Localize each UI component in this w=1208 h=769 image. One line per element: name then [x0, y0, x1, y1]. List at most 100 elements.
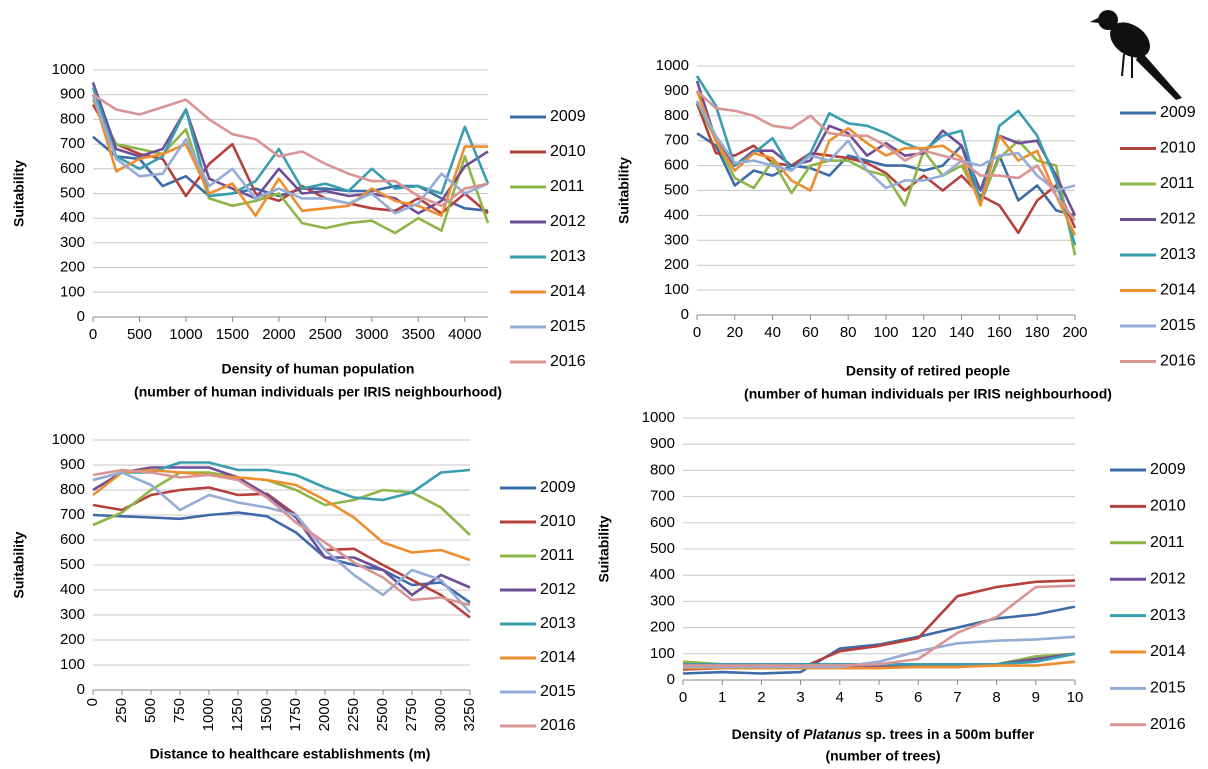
legend-label: 2015 — [1150, 680, 1186, 697]
y-tick-label: 300 — [60, 606, 85, 623]
x-tick-label: 3500 — [402, 326, 435, 343]
y-axis-label: Suitability — [11, 531, 27, 598]
x-tick-label: 4000 — [448, 326, 481, 343]
chart-panel: 0 100 200 300 400 500 600 700 800 900 1000 0 500 1000… — [11, 61, 586, 400]
y-tick-label: 100 — [60, 656, 85, 673]
x-tick-label: 2 — [757, 689, 765, 706]
y-tick-label: 100 — [650, 645, 675, 662]
line-series — [683, 635, 1076, 669]
x-axis-label: (number of trees) — [825, 748, 940, 764]
chart-panel: 0 100 200 300 400 500 600 700 800 900 1000 0 20 40 60 8… — [616, 57, 1196, 402]
x-tick-label: 2500 — [374, 698, 391, 731]
legend-label: 2016 — [540, 717, 576, 734]
x-tick-label: 2500 — [309, 326, 342, 343]
x-tick-label: 10 — [1067, 689, 1084, 706]
x-tick-label: 200 — [1062, 324, 1087, 341]
x-tick-label: 5 — [875, 689, 883, 706]
x-tick-label: 160 — [987, 324, 1012, 341]
y-tick-label: 1000 — [52, 61, 85, 78]
x-tick-label: 80 — [840, 324, 857, 341]
line-series — [683, 584, 1076, 667]
y-tick-label: 0 — [77, 681, 85, 698]
line-series — [696, 89, 1077, 222]
y-tick-label: 500 — [60, 184, 85, 201]
y-tick-label: 400 — [60, 209, 85, 226]
x-tick-label: 2000 — [316, 698, 333, 731]
legend-label: 2010 — [550, 143, 586, 160]
x-axis-label: Distance to healthcare establishments (m… — [150, 746, 431, 762]
legend-label: 2009 — [1160, 104, 1196, 121]
line-series — [92, 468, 471, 562]
legend-label: 2009 — [1150, 461, 1186, 478]
x-axis-label-part: Platanus — [803, 726, 862, 742]
legend-label: 2013 — [1150, 607, 1186, 624]
y-tick-label: 0 — [681, 306, 689, 323]
x-tick-label: 1500 — [216, 326, 249, 343]
x-tick-label: 2000 — [262, 326, 295, 343]
x-tick-label: 1500 — [258, 698, 275, 731]
legend-label: 2011 — [550, 178, 585, 195]
legend-label: 2013 — [550, 248, 586, 265]
bird-icon — [1090, 10, 1182, 100]
x-tick-label: 60 — [802, 324, 819, 341]
y-tick-label: 0 — [77, 308, 85, 325]
legend-label: 2016 — [550, 353, 586, 370]
x-tick-label: 4 — [836, 689, 844, 706]
x-tick-label: 1000 — [200, 698, 217, 731]
x-tick-label: 2750 — [403, 698, 420, 731]
x-tick-label: 7 — [953, 689, 961, 706]
y-axis-label: Suitability — [616, 157, 632, 224]
y-tick-label: 500 — [664, 181, 689, 198]
x-tick-label: 140 — [949, 324, 974, 341]
legend-label: 2011 — [1150, 534, 1185, 551]
x-tick-label: 0 — [89, 326, 97, 343]
line-series — [695, 90, 1077, 236]
x-tick-label: 0 — [679, 689, 687, 706]
y-tick-label: 600 — [60, 531, 85, 548]
line-series — [695, 100, 1076, 192]
y-tick-label: 700 — [60, 506, 85, 523]
line-series — [92, 93, 489, 208]
legend-label: 2011 — [1160, 175, 1195, 192]
x-tick-label: 0 — [84, 698, 101, 706]
y-tick-label: 1000 — [656, 57, 689, 74]
x-tick-label: 0 — [693, 324, 701, 341]
y-tick-label: 500 — [60, 556, 85, 573]
y-tick-label: 800 — [664, 107, 689, 124]
y-tick-label: 100 — [664, 281, 689, 298]
x-tick-label: 100 — [873, 324, 898, 341]
y-tick-label: 200 — [60, 259, 85, 276]
y-tick-label: 300 — [664, 231, 689, 248]
y-tick-label: 0 — [667, 671, 675, 688]
x-axis-label: (number of human individuals per IRIS ne… — [134, 384, 502, 400]
legend-label: 2013 — [1160, 246, 1196, 263]
x-tick-label: 500 — [127, 326, 152, 343]
legend-label: 2014 — [550, 283, 586, 300]
y-tick-label: 400 — [650, 566, 675, 583]
legend-label: 2015 — [540, 683, 576, 700]
y-tick-label: 700 — [650, 488, 675, 505]
y-tick-label: 600 — [664, 157, 689, 174]
line-series — [91, 81, 489, 215]
legend-label: 2014 — [540, 649, 576, 666]
x-tick-label: 9 — [1032, 689, 1040, 706]
legend-label: 2010 — [1150, 498, 1186, 515]
legend-label: 2010 — [540, 513, 576, 530]
y-tick-label: 600 — [650, 514, 675, 531]
y-tick-label: 200 — [664, 256, 689, 273]
legend-label: 2009 — [550, 108, 586, 125]
legend-label: 2010 — [1160, 140, 1196, 157]
legend-label: 2012 — [550, 213, 586, 230]
y-tick-label: 400 — [60, 581, 85, 598]
line-series — [695, 75, 1077, 246]
y-tick-label: 1000 — [52, 431, 85, 448]
x-tick-label: 1 — [718, 689, 726, 706]
chart-panel: 0 100 200 300 400 500 600 700 800 900 1000 0 1 2 3 4 5 6 7… — [596, 409, 1186, 764]
x-tick-label: 20 — [726, 324, 743, 341]
legend-label: 2012 — [1150, 570, 1186, 587]
y-tick-label: 300 — [60, 234, 85, 251]
x-tick-label: 180 — [1025, 324, 1050, 341]
chart-panel: 0 100 200 300 400 500 600 700 800 900 1000 0 250 500 7… — [11, 431, 576, 762]
line-series — [91, 103, 489, 215]
legend-label: 2014 — [1160, 282, 1196, 299]
